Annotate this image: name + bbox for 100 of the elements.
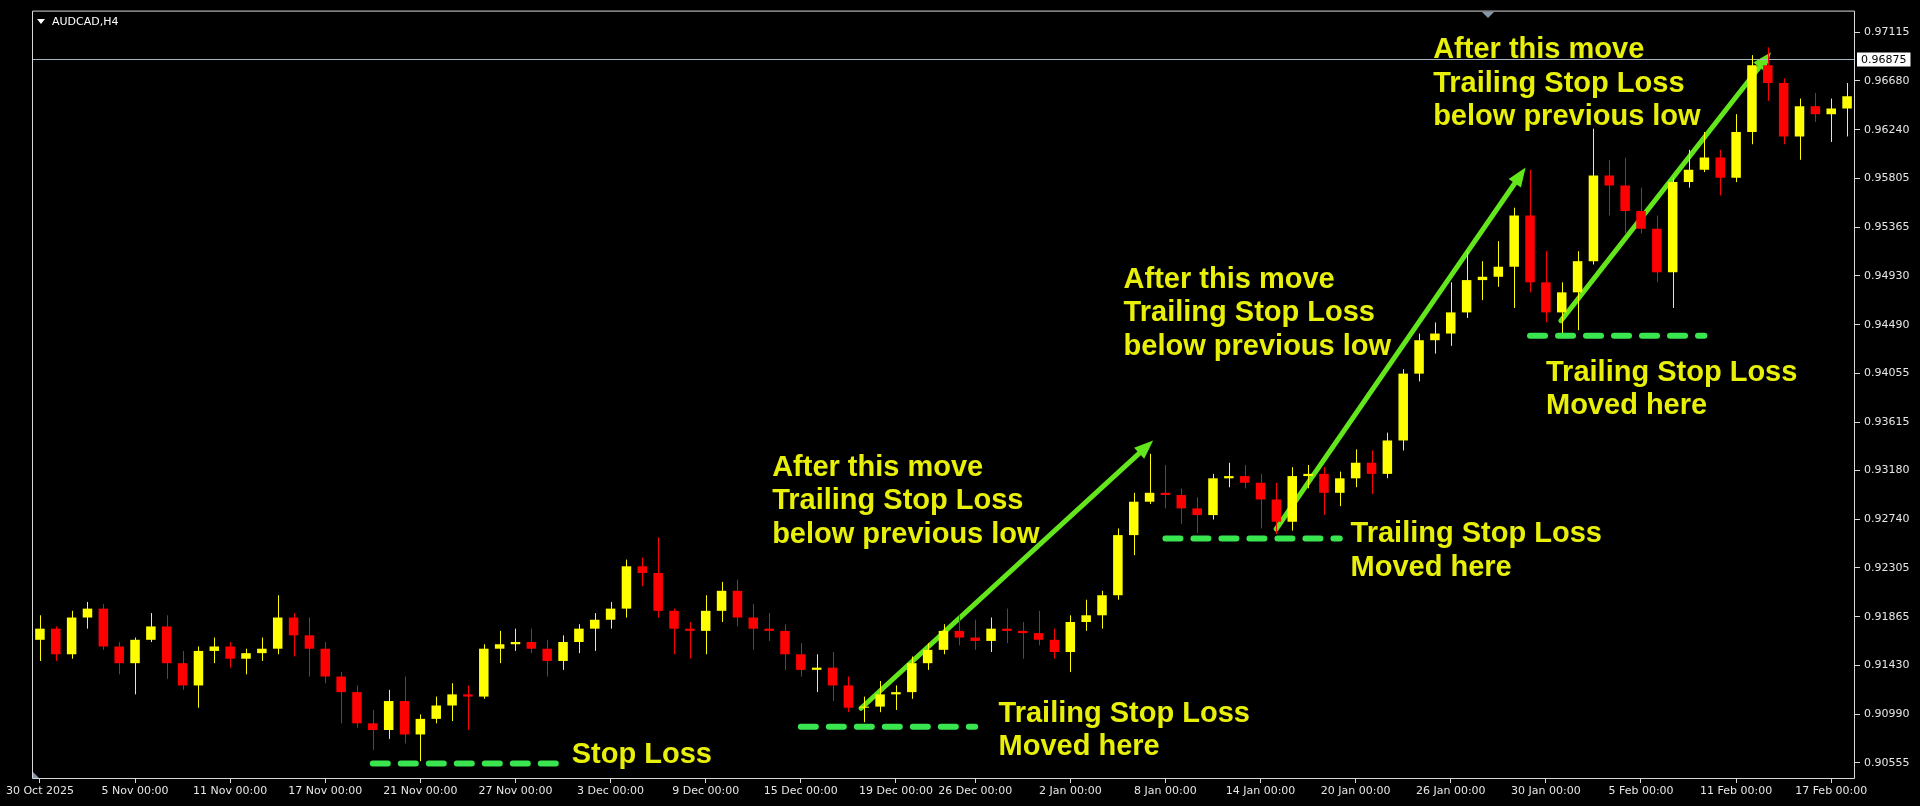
candlestick — [542, 639, 552, 678]
candlestick — [463, 684, 473, 731]
x-tick-label: 8 Jan 00:00 — [1134, 784, 1197, 798]
candlestick — [891, 684, 901, 711]
y-tick-label: 0.95805 — [1864, 171, 1910, 185]
candlestick — [1271, 482, 1282, 535]
candlestick — [574, 623, 584, 654]
candlestick — [970, 619, 980, 651]
y-tick-label: 0.92740 — [1864, 512, 1910, 526]
ref-line-label: 0.96875 — [1861, 52, 1907, 66]
y-tick-label: 0.91430 — [1864, 658, 1910, 672]
annotation: Trailing Stop Loss Moved here — [1350, 516, 1602, 584]
annotation: Trailing Stop Loss Moved here — [998, 695, 1250, 763]
candlestick — [1255, 473, 1266, 529]
y-tick-label: 0.93615 — [1864, 414, 1910, 428]
y-tick-label: 0.94055 — [1864, 365, 1910, 379]
x-tick-label: 30 Oct 2025 — [5, 784, 74, 798]
candlestick — [986, 617, 996, 653]
candlestick — [1763, 46, 1773, 102]
candlestick — [1319, 466, 1329, 516]
candlestick — [700, 594, 711, 655]
candlestick — [177, 650, 188, 691]
candlestick — [1097, 590, 1107, 630]
candlestick — [669, 608, 679, 655]
candlestick — [82, 601, 93, 630]
x-tick-label: 5 Feb 00:00 — [1608, 784, 1674, 798]
candlestick — [209, 637, 220, 664]
candlestick — [764, 612, 774, 642]
x-tick-label: 20 Jan 00:00 — [1320, 784, 1391, 798]
x-tick-label: 27 Nov 00:00 — [478, 784, 553, 798]
annotation: After this move Trailing Stop Loss below previous low — [772, 449, 1040, 551]
candlestick — [130, 637, 140, 695]
annotation: After this move Trailing Stop Loss below previous low — [1123, 261, 1392, 363]
candlestick — [336, 671, 346, 724]
candlestick — [1002, 608, 1012, 644]
candlestick — [938, 623, 949, 655]
candlestick — [1683, 149, 1694, 189]
annotation: Stop Loss — [571, 737, 712, 771]
y-tick-label: 0.93180 — [1864, 463, 1910, 477]
candlestick — [494, 630, 505, 664]
x-tick-label: 11 Feb 00:00 — [1700, 784, 1773, 798]
candlestick — [796, 642, 806, 678]
candlestick — [1446, 281, 1456, 347]
candlestick — [1033, 610, 1044, 646]
candlestick — [526, 628, 537, 654]
annotation: After this move Trailing Stop Loss below previous low — [1433, 32, 1701, 133]
candlestick — [558, 634, 568, 671]
candlestick — [1715, 149, 1726, 196]
x-tick-label: 9 Dec 00:00 — [672, 784, 740, 798]
candlestick — [257, 637, 267, 662]
candlestick — [875, 680, 885, 713]
x-tick-label: 3 Dec 00:00 — [577, 784, 645, 798]
x-tick-label: 17 Feb 00:00 — [1795, 784, 1868, 798]
candlestick — [1081, 599, 1091, 632]
y-tick-label: 0.94490 — [1864, 317, 1910, 331]
x-tick-label: 17 Nov 00:00 — [288, 784, 363, 798]
y-tick-label: 0.97115 — [1864, 25, 1910, 39]
candlestick — [241, 648, 251, 675]
candlestick — [1556, 281, 1567, 335]
x-tick-label: 30 Jan 00:00 — [1511, 784, 1581, 798]
candlestick — [1350, 448, 1361, 488]
candlestick — [827, 651, 838, 702]
chart-title: AUDCAD,H4 — [52, 14, 119, 28]
x-tick-label: 2 Jan 00:00 — [1038, 784, 1102, 798]
candlestick — [447, 682, 457, 722]
candlestick — [843, 676, 854, 713]
x-tick-label: 11 Nov 00:00 — [193, 784, 268, 798]
candlestick — [368, 709, 378, 751]
candlestick — [35, 614, 45, 662]
candlestick — [1192, 496, 1202, 534]
y-tick-label: 0.96240 — [1864, 122, 1910, 136]
y-tick-label: 0.92305 — [1864, 560, 1910, 574]
candlestick — [637, 556, 648, 587]
y-tick-label: 0.94930 — [1864, 268, 1910, 282]
candlestick — [415, 713, 426, 762]
candlestick — [146, 612, 156, 643]
candlestick — [304, 617, 315, 678]
candlestick — [748, 603, 759, 651]
candlestick — [1335, 471, 1345, 507]
y-tick-label: 0.90555 — [1864, 755, 1910, 769]
candlestick — [1826, 98, 1836, 143]
candlestick — [225, 641, 235, 669]
candlestick — [1366, 449, 1377, 495]
candlestick — [716, 581, 727, 623]
candlestick — [431, 696, 441, 724]
candlestick — [1636, 187, 1646, 234]
x-tick-label: 19 Dec 00:00 — [858, 784, 933, 798]
candlestick — [922, 642, 933, 671]
candlestick — [1699, 131, 1710, 173]
candlestick — [1049, 628, 1060, 660]
candlestick — [605, 601, 616, 630]
x-tick-label: 26 Dec 00:00 — [938, 784, 1013, 798]
candlestick — [288, 612, 299, 657]
x-tick-label: 5 Nov 00:00 — [101, 784, 169, 798]
candlestick — [1176, 487, 1187, 525]
candlestick — [1239, 464, 1250, 489]
y-tick-label: 0.90990 — [1864, 707, 1910, 721]
candlestick — [954, 614, 965, 646]
annotation: Trailing Stop Loss Moved here — [1546, 354, 1798, 422]
candlestick — [114, 641, 124, 675]
